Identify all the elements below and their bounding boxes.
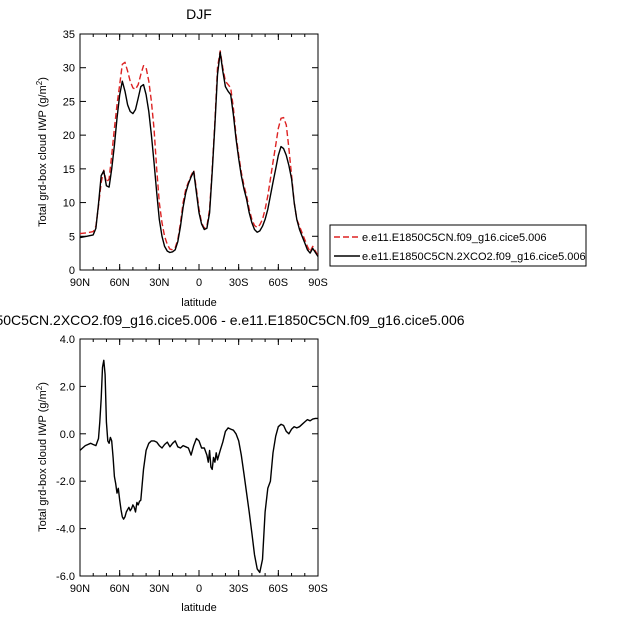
top-series-line-0 [79,50,319,257]
top-x-tick-label: 0 [196,277,202,289]
bottom-x-axis-label: latitude [181,602,216,614]
top-chart-title: DJF [186,6,212,22]
top-x-tick-label: 90S [308,277,328,289]
bottom-panel: 50C5CN.2XCO2.f09_g16.cice5.006 - e.e11.E… [0,312,465,614]
top-series-line-1 [79,51,319,257]
bottom-x-tick-label: 60N [110,583,130,595]
bottom-x-tick-label: 30N [149,583,169,595]
top-y-tick-label: 25 [63,96,75,108]
bottom-y-tick-label: -6.0 [56,571,75,583]
top-x-tick-label: 60S [269,277,289,289]
top-x-tick-label: 30S [229,277,249,289]
top-plot-area: 90N 60N 30N 0 30S 60S 90S 0 5 10 15 20 25 30 35 [63,29,328,289]
legend: e.e11.E1850C5CN.f09_g16.cice5.006 e.e11.… [329,224,587,267]
top-y-tick-label: 35 [63,29,75,41]
bottom-x-tick-label: 30S [229,583,249,595]
top-y-axis-label: Total grd-box cloud IWP (g/m2) [35,77,49,227]
bottom-x-tick-label: 90S [308,583,328,595]
bottom-plot-frame [79,338,319,577]
bottom-y-tick-label: 0.0 [60,429,75,441]
top-y-tick-label: 30 [63,63,75,75]
top-x-tick-label: 90N [70,277,90,289]
bottom-series-line-0 [79,359,318,574]
top-plot-frame [79,33,319,271]
bottom-chart-title: 50C5CN.2XCO2.f09_g16.cice5.006 - e.e11.E… [0,312,465,328]
top-y-tick-label: 10 [63,198,75,210]
bottom-y-tick-label: 4.0 [60,334,75,346]
top-x-axis-label: latitude [181,297,216,309]
top-x-tick-label: 30N [149,277,169,289]
top-x-tick-label: 60N [110,277,130,289]
bottom-x-tick-label: 90N [70,583,90,595]
bottom-y-tick-label: -4.0 [56,524,75,536]
top-y-tick-label: 5 [69,231,75,243]
legend-box [329,224,587,267]
top-y-tick-label: 15 [63,164,75,176]
bottom-y-tick-label: 2.0 [60,381,75,393]
top-panel: DJF Total grd-box cloud IWP (g/m2) latit… [35,6,587,309]
top-y-tick-label: 20 [63,130,75,142]
bottom-plot-area: 90N 60N 30N 0 30S 60S 90S -6.0 -4.0 -2.0 0.0 2.0 4.0 [56,334,328,595]
bottom-x-tick-label: 0 [196,583,202,595]
bottom-y-tick-label: -2.0 [56,476,75,488]
bottom-y-axis-label: Total grd-box cloud IWP (g/m2) [35,382,49,532]
bottom-x-tick-label: 60S [269,583,289,595]
top-y-tick-label: 0 [69,265,75,277]
legend-label-2xco2: e.e11.E1850C5CN.2XCO2.f09_g16.cice5.006 [362,251,586,263]
legend-label-control: e.e11.E1850C5CN.f09_g16.cice5.006 [362,232,547,244]
